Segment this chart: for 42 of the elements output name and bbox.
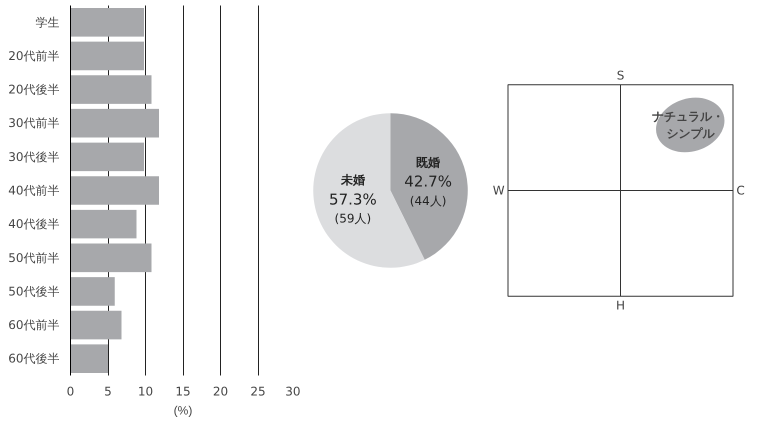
slice-label: 未婚 — [340, 172, 365, 187]
text: W — [492, 184, 505, 198]
y-tick-label: 20代後半 — [8, 82, 60, 97]
x-axis-title: (%) — [174, 404, 192, 418]
y-tick-label: 20代前半 — [8, 48, 60, 63]
text: (44人) — [410, 194, 446, 208]
x-tick-label: 15 — [175, 384, 191, 398]
y-tick-label: 60代前半 — [8, 318, 60, 332]
text: H — [616, 298, 626, 312]
bar — [70, 176, 159, 205]
text: シンプル — [666, 126, 716, 140]
y-tick-label: 50代前半 — [8, 250, 60, 265]
bar — [70, 344, 108, 373]
x-tick-label: 10 — [138, 384, 154, 398]
y-tick-label: 30代後半 — [8, 150, 60, 164]
data-label: 42.7% — [404, 172, 452, 191]
x-tick-label: 5 — [104, 384, 112, 398]
bar — [70, 108, 159, 138]
data-label: 57.3% — [329, 190, 377, 208]
y-tick-label: 60代後半 — [8, 352, 60, 366]
x-tick-label: 20 — [212, 384, 228, 398]
slice-label: 既婚 — [416, 155, 440, 170]
text: S — [616, 68, 624, 83]
bar — [70, 210, 136, 238]
x-tick-label: 30 — [285, 384, 301, 398]
y-tick-label: 30代前半 — [8, 116, 60, 130]
x-tick-label: 0 — [66, 384, 74, 398]
bar — [70, 8, 144, 37]
bar — [70, 277, 115, 306]
y-tick-label: 50代後半 — [8, 284, 60, 298]
bar — [70, 75, 152, 104]
text: C — [736, 184, 745, 198]
text: (59人) — [334, 212, 372, 226]
y-tick-label: 40代前半 — [8, 184, 60, 198]
y-tick-label: 学生 — [36, 15, 60, 30]
x-tick-label: 25 — [250, 384, 266, 398]
bar — [70, 42, 144, 70]
bar — [70, 310, 122, 340]
y-tick-label: 40代後半 — [8, 217, 60, 232]
bar — [70, 142, 144, 172]
bar — [70, 243, 152, 272]
text: ナチュラル・ — [652, 110, 724, 124]
